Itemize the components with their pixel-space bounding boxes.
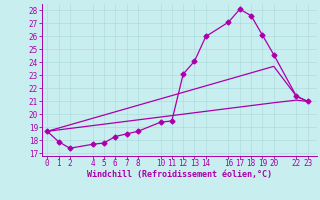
X-axis label: Windchill (Refroidissement éolien,°C): Windchill (Refroidissement éolien,°C) [87, 170, 272, 179]
